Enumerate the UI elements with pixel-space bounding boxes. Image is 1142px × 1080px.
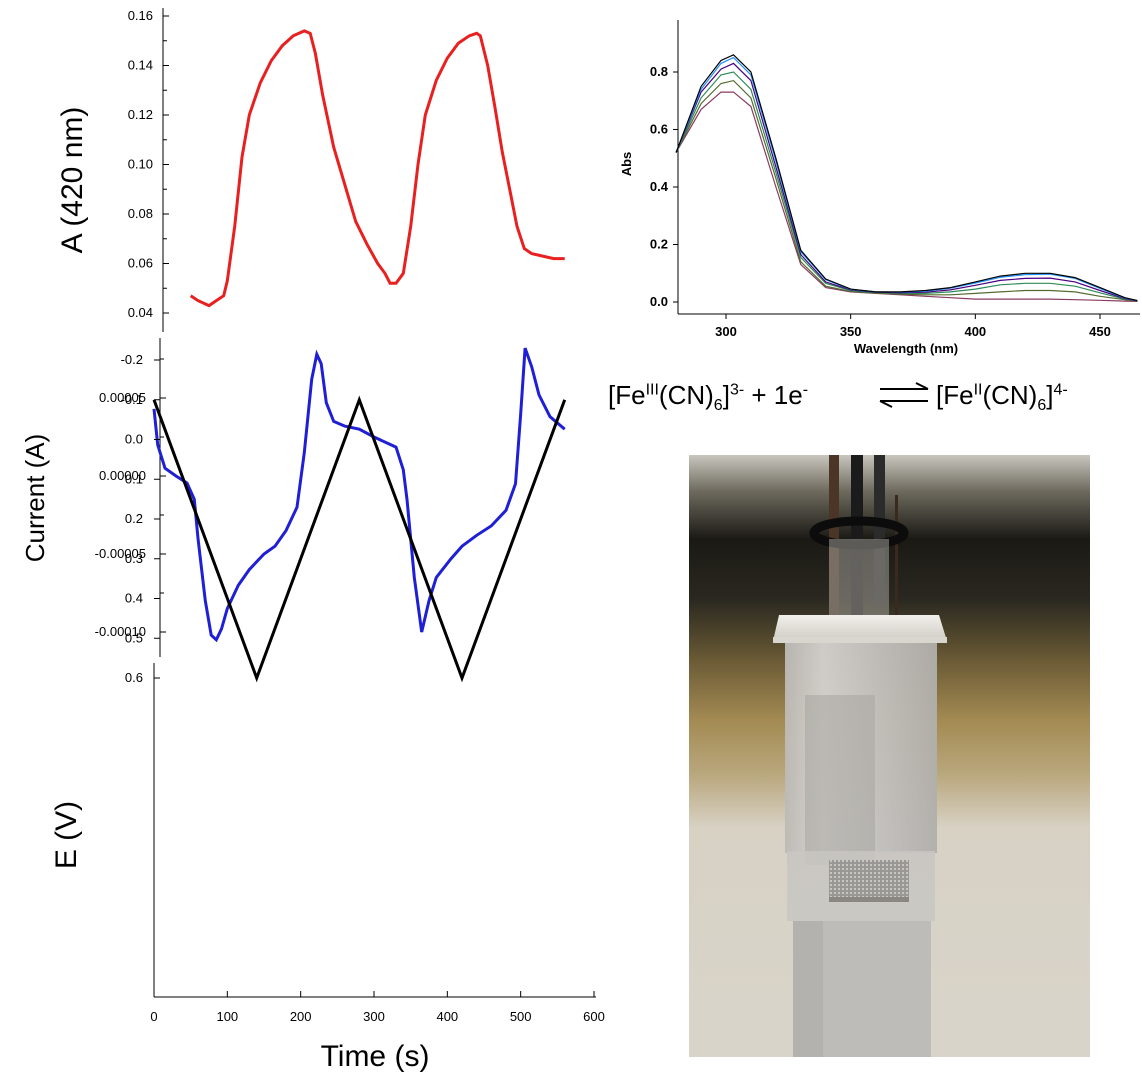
ferrocyanide-term: [FeII(CN)6]4- xyxy=(936,380,1068,415)
time-x-axis-label: Time (s) xyxy=(321,1040,430,1073)
potential-y-axis-label: E (V) xyxy=(50,801,83,869)
absorbance-y-tick-label: 0.10 xyxy=(128,157,153,172)
right-prefix: [Fe xyxy=(936,380,974,410)
time-x-tick-label: 500 xyxy=(510,1009,532,1024)
spectra-x-tick-label: 300 xyxy=(715,324,737,339)
spectra-series-lines xyxy=(675,54,1138,302)
time-x-tick-label: 0 xyxy=(150,1009,157,1024)
current-series-line xyxy=(152,347,566,643)
potential-y-tick-label: 0.2 xyxy=(125,511,143,526)
right-ligand: (CN) xyxy=(982,380,1038,410)
potential-ticks: -0.2 -0.1 0.0 0.1 0.2 0.3 0.4 0.5 0.6 0 100 200 300 4… xyxy=(121,352,605,1024)
spectra-x-axis-label: Wavelength (nm) xyxy=(854,341,958,356)
potential-series-line xyxy=(152,395,567,683)
absorbance-y-tick-label: 0.06 xyxy=(128,256,153,271)
left-oxidation-state: III xyxy=(645,381,659,399)
equilibrium-arrows-icon xyxy=(879,382,929,408)
spectrum-series-line xyxy=(675,71,1138,302)
spectra-y-tick-label: 0.4 xyxy=(650,179,669,194)
right-ligand-count: 6 xyxy=(1037,397,1047,415)
spectra-y-tick-label: 0.6 xyxy=(650,122,668,137)
spectra-y-tick-label: 0.8 xyxy=(650,64,668,79)
left-ligand: (CN) xyxy=(658,380,714,410)
potential-y-tick-label: 0.6 xyxy=(125,670,143,685)
absorbance-y-ticks: 0.04 0.06 0.08 0.10 0.12 0.14 0.16 xyxy=(128,8,169,320)
time-x-tick-label: 400 xyxy=(436,1009,458,1024)
spectra-ticks: 0.0 0.2 0.4 0.6 0.8 300 350 400 450 xyxy=(650,64,1111,339)
absorbance-420-series-line xyxy=(189,29,565,308)
spectra-y-tick-label: 0.0 xyxy=(650,294,668,309)
spectrum-series-line xyxy=(675,54,1138,302)
cuvette-photo-illustration xyxy=(689,455,1090,1057)
potential-y-tick-label: 0.5 xyxy=(125,630,143,645)
current-y-tick-label: -0.00010 xyxy=(95,624,146,639)
current-y-tick-label: 0.00000 xyxy=(99,468,146,483)
left-charge: 3- xyxy=(729,381,745,399)
ferricyanide-term: [FeIII(CN)6]3- + 1e- xyxy=(608,380,808,415)
spectra-x-tick-label: 400 xyxy=(964,324,986,339)
redox-equation: [FeIII(CN)6]3- + 1e- [FeII(CN)6]4- xyxy=(608,370,1138,430)
electron-charge: - xyxy=(802,381,809,399)
current-y-tick-label: -0.00005 xyxy=(95,546,146,561)
spectra-y-axis-label: Abs xyxy=(619,152,634,177)
right-charge: 4- xyxy=(1053,381,1068,399)
current-y-axis-label: Current (A) xyxy=(20,434,50,563)
left-prefix: [Fe xyxy=(608,380,646,410)
absorbance-y-tick-label: 0.16 xyxy=(128,8,153,23)
spectrum-series-line xyxy=(675,62,1138,302)
left-bracket: ] xyxy=(722,380,730,410)
current-y-tick-label: 0.00005 xyxy=(99,390,146,405)
spectra-x-tick-label: 350 xyxy=(840,324,862,339)
potential-y-tick-label: 0.1 xyxy=(125,471,143,486)
potential-panel: -0.2 -0.1 0.0 0.1 0.2 0.3 0.4 0.5 0.6 0 100 200 300 4… xyxy=(50,352,605,1073)
potential-y-tick-label: -0.2 xyxy=(121,352,143,367)
absorbance-y-tick-label: 0.12 xyxy=(128,107,153,122)
current-y-ticks: 0.00005 0.00000 -0.00005 -0.00010 xyxy=(95,358,166,639)
spectrum-series-line xyxy=(675,79,1138,302)
absorbance-y-tick-label: 0.04 xyxy=(128,305,153,320)
time-x-tick-label: 200 xyxy=(290,1009,312,1024)
time-x-tick-label: 100 xyxy=(216,1009,238,1024)
time-x-tick-label: 600 xyxy=(583,1009,605,1024)
current-panel: 0.00005 0.00000 -0.00005 -0.00010 Current (… xyxy=(20,338,566,657)
left-ligand-count: 6 xyxy=(713,397,723,415)
absorbance-y-tick-label: 0.08 xyxy=(128,206,153,221)
spectrum-series-line xyxy=(675,56,1138,302)
absorbance-y-axis-label: A (420 nm) xyxy=(56,107,89,254)
potential-y-tick-label: 0.0 xyxy=(125,432,143,447)
uv-vis-spectra-panel: 0.0 0.2 0.4 0.6 0.8 300 350 400 450 Abs Waveleng… xyxy=(619,20,1140,356)
spectra-y-tick-label: 0.2 xyxy=(650,237,668,252)
potential-y-tick-label: -0.1 xyxy=(121,392,143,407)
cuvette-photo xyxy=(689,455,1090,1057)
absorbance-420-panel: 0.04 0.06 0.08 0.10 0.12 0.14 0.16 A (420 nm) xyxy=(56,8,565,332)
electron-term: + 1e xyxy=(744,380,803,410)
spectra-x-tick-label: 450 xyxy=(1089,324,1111,339)
potential-y-tick-label: 0.3 xyxy=(125,551,143,566)
spectrum-series-line xyxy=(675,91,1138,302)
right-bracket: ] xyxy=(1046,380,1054,410)
time-x-tick-label: 300 xyxy=(363,1009,385,1024)
potential-y-tick-label: 0.4 xyxy=(125,591,143,606)
absorbance-y-tick-label: 0.14 xyxy=(128,58,153,73)
right-oxidation-state: II xyxy=(973,381,983,399)
